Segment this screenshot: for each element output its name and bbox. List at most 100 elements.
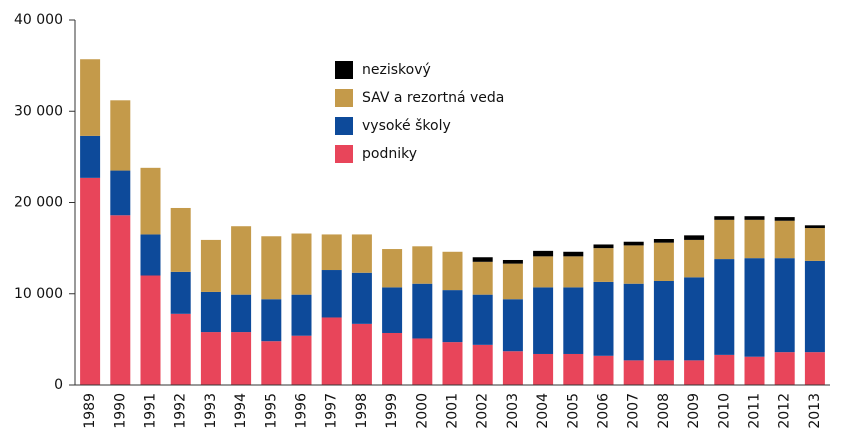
bar-segment — [502, 263, 523, 300]
bar-segment — [774, 258, 795, 353]
bar-segment — [200, 239, 221, 292]
bar-segment — [744, 219, 765, 259]
x-tick-label: 1993 — [203, 393, 219, 429]
bar-segment — [804, 352, 825, 385]
bar-segment — [563, 287, 584, 354]
bar-segment — [382, 249, 403, 288]
bar-segment — [774, 220, 795, 259]
x-tick-label: 1998 — [354, 393, 370, 429]
bar-segment — [502, 351, 523, 385]
bar-segment — [774, 217, 795, 221]
x-tick-label: 2001 — [445, 393, 461, 429]
bar-segment — [774, 352, 795, 385]
bar-segment — [110, 215, 131, 385]
bar-segment — [623, 283, 644, 361]
bar-segment — [593, 248, 614, 282]
bar-segment — [351, 272, 372, 324]
bar-segment — [533, 256, 554, 288]
bar-segment — [472, 294, 493, 345]
bar-segment — [291, 294, 312, 336]
bar-segment — [231, 332, 252, 385]
x-tick-label: 2002 — [475, 393, 491, 429]
x-tick-label: 1991 — [143, 393, 159, 429]
bar-segment — [804, 260, 825, 353]
y-tick-label: 30 000 — [14, 103, 63, 119]
bar-segment — [684, 235, 705, 240]
bar-segment — [563, 353, 584, 385]
bar-segment — [533, 287, 554, 354]
bar-segment — [231, 294, 252, 333]
bar-segment — [472, 344, 493, 385]
bar-segment — [442, 251, 463, 291]
x-tick-label: 2003 — [505, 393, 521, 429]
legend-swatch — [335, 145, 353, 163]
bar-segment — [502, 259, 523, 264]
legend-label: SAV a rezortná veda — [362, 90, 504, 106]
bar-segment — [502, 299, 523, 352]
x-tick-label: 2013 — [807, 393, 823, 429]
bar-segment — [653, 360, 674, 385]
bar-segment — [261, 299, 282, 342]
bar-segment — [321, 270, 342, 318]
bar-segment — [200, 291, 221, 333]
bar-segment — [80, 59, 101, 136]
bar-segment — [170, 271, 191, 314]
bar-segment — [684, 360, 705, 385]
bar-segment — [170, 313, 191, 385]
bar-segment — [140, 234, 161, 276]
x-tick-label: 2007 — [626, 393, 642, 429]
bar-segment — [744, 356, 765, 385]
x-tick-label: 1989 — [82, 393, 98, 429]
x-tick-label: 2009 — [686, 393, 702, 429]
legend-swatch — [335, 117, 353, 135]
bar-segment — [442, 290, 463, 343]
bar-segment — [351, 234, 372, 273]
x-tick-label: 2008 — [656, 393, 672, 429]
y-tick-label: 10 000 — [14, 286, 63, 302]
bar-segment — [80, 177, 101, 385]
bar-segment — [684, 277, 705, 361]
bar-segment — [653, 242, 674, 281]
x-tick-label: 2000 — [414, 393, 430, 429]
bar-segment — [382, 287, 403, 333]
legend-label: vysoké školy — [362, 118, 451, 134]
bar-segment — [412, 246, 433, 284]
bar-segment — [714, 354, 735, 385]
bar-segment — [110, 100, 131, 171]
bar-segment — [623, 360, 644, 385]
bar-segment — [593, 355, 614, 385]
bar-segment — [140, 275, 161, 385]
bar-segment — [321, 317, 342, 385]
x-tick-label: 2012 — [777, 393, 793, 429]
x-tick-label: 2006 — [596, 393, 612, 429]
bar-segment — [261, 341, 282, 385]
bar-segment — [412, 338, 433, 385]
bar-segment — [533, 250, 554, 257]
x-tick-label: 1992 — [173, 393, 189, 429]
bar-segment — [412, 283, 433, 339]
bar-segment — [472, 261, 493, 295]
x-tick-label: 1994 — [233, 393, 249, 429]
x-tick-label: 1995 — [263, 393, 279, 429]
bar-segment — [291, 233, 312, 295]
x-tick-label: 1997 — [324, 393, 340, 429]
bar-segment — [382, 332, 403, 385]
bar-segment — [533, 353, 554, 385]
bar-segment — [684, 239, 705, 278]
bar-segment — [80, 135, 101, 178]
bar-segment — [170, 207, 191, 272]
x-tick-label: 1999 — [384, 393, 400, 429]
bar-segment — [351, 323, 372, 385]
bar-segment — [714, 219, 735, 260]
bar-segment — [623, 241, 644, 246]
bar-segment — [110, 170, 131, 216]
legend-label: podniky — [362, 146, 417, 162]
x-tick-label: 2005 — [565, 393, 581, 429]
y-tick-label: 0 — [54, 377, 63, 393]
x-tick-label: 1996 — [294, 393, 310, 429]
y-tick-label: 20 000 — [14, 195, 63, 211]
bar-segment — [804, 225, 825, 229]
x-tick-label: 2010 — [716, 393, 732, 429]
x-tick-label: 2011 — [747, 393, 763, 429]
